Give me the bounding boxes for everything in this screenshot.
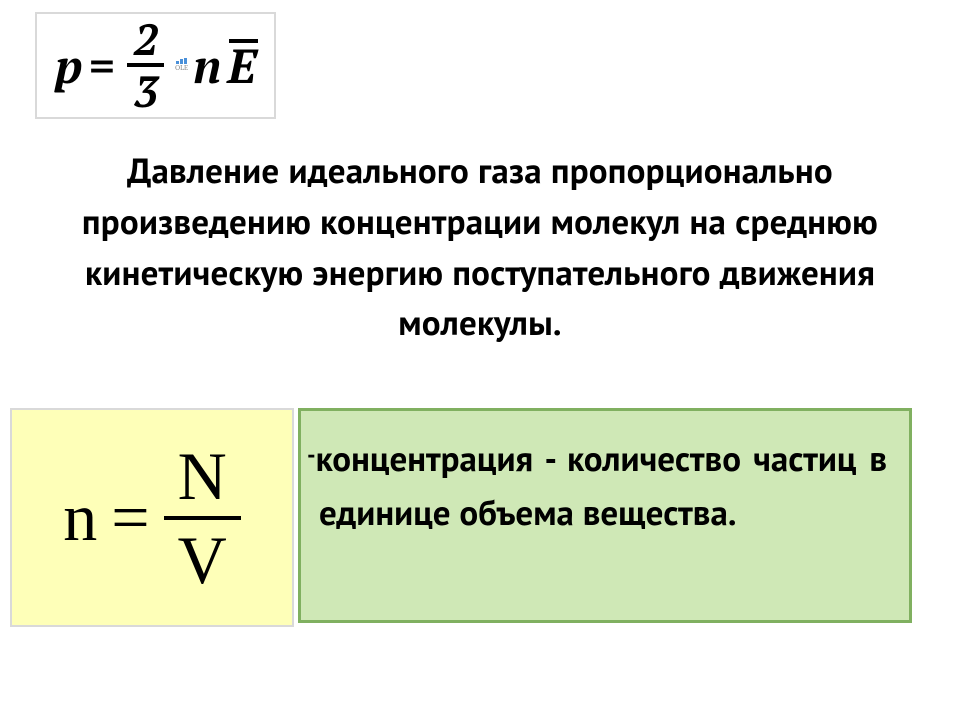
definition-term: концентрация <box>316 435 534 481</box>
ole-label: OLE <box>175 65 188 72</box>
definition-box: -концентрация - количество частиц в един… <box>298 408 912 623</box>
formula-pressure-box: p = 2 3 OLE n E <box>35 12 276 119</box>
fraction-V: V <box>164 520 241 594</box>
formula-n2: n <box>63 478 97 557</box>
formula-p: p <box>55 41 82 89</box>
formula-concentration-box: n = N V <box>10 408 294 627</box>
formula-pressure: p = 2 3 OLE n E <box>55 15 256 116</box>
formula-concentration: n = N V <box>63 442 240 594</box>
fraction-num: 2 <box>127 15 164 67</box>
formula-n: n <box>193 41 221 89</box>
formula-E-bar: E <box>227 41 256 89</box>
fraction-two-thirds: 2 3 <box>127 15 164 116</box>
formula-eq2: = <box>111 478 149 557</box>
statement-paragraph: Давление идеального газа пропорционально… <box>48 145 912 348</box>
fraction-den: 3 <box>127 67 164 115</box>
formula-equals: = <box>88 41 115 89</box>
definition-bullet: - <box>307 439 316 470</box>
ole-placeholder-icon: OLE <box>174 57 189 73</box>
fraction-N: N <box>164 442 241 520</box>
fraction-N-over-V: N V <box>164 442 241 594</box>
